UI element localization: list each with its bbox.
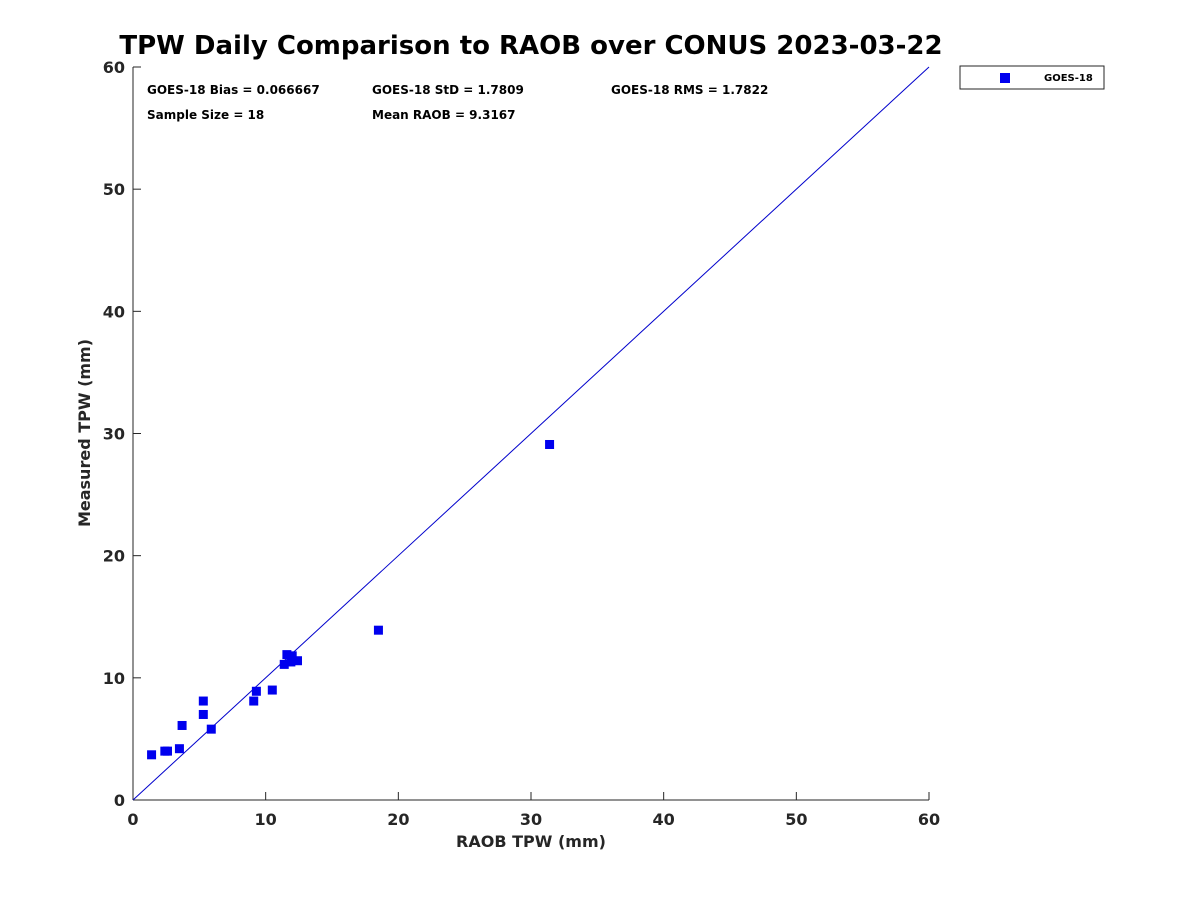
x-tick-label: 60: [918, 810, 940, 829]
data-point: [251, 686, 261, 696]
data-point: [279, 659, 289, 669]
chart-title: TPW Daily Comparison to RAOB over CONUS …: [119, 31, 942, 61]
legend-marker-square: [1000, 73, 1010, 83]
data-point: [373, 625, 383, 635]
legend-label: GOES-18: [1044, 73, 1093, 84]
data-point: [177, 720, 187, 730]
data-point: [147, 750, 157, 760]
data-points: [147, 439, 555, 760]
y-tick-label: 10: [103, 669, 125, 688]
data-point: [206, 724, 216, 734]
y-tick-label: 60: [103, 58, 125, 77]
data-point: [545, 439, 555, 449]
stat-bias: GOES-18 Bias = 0.066667: [147, 83, 320, 97]
reference-line-group: [132, 66, 930, 801]
data-point: [162, 746, 172, 756]
stat-mean-raob: Mean RAOB = 9.3167: [372, 108, 516, 122]
stat-rms: GOES-18 RMS = 1.7822: [611, 83, 768, 97]
legend: GOES-18: [959, 65, 1105, 90]
y-tick-label: 20: [103, 547, 125, 566]
y-tick-label: 30: [103, 425, 125, 444]
x-axis-label: RAOB TPW (mm): [456, 832, 606, 851]
data-point: [286, 657, 296, 667]
data-point: [198, 696, 208, 706]
x-tick-label: 0: [127, 810, 138, 829]
data-point: [282, 650, 292, 660]
data-point: [249, 696, 259, 706]
x-tick-label: 50: [785, 810, 807, 829]
one-to-one-reference-line: [132, 66, 930, 801]
y-tick-label: 50: [103, 180, 125, 199]
y-tick-label: 0: [114, 791, 125, 810]
data-point: [198, 709, 208, 719]
x-tick-label: 20: [387, 810, 409, 829]
x-tick-label: 40: [653, 810, 675, 829]
y-tick-label: 40: [103, 302, 125, 321]
data-point: [174, 744, 184, 754]
data-point: [287, 651, 297, 661]
stats-block: GOES-18 Bias = 0.066667 GOES-18 StD = 1.…: [147, 83, 768, 122]
axes: 0 10 20 30 40 50 60 0 10 20 30 40 50 60: [103, 58, 940, 829]
x-tick-label: 10: [255, 810, 277, 829]
stat-std: GOES-18 StD = 1.7809: [372, 83, 524, 97]
y-axis-label: Measured TPW (mm): [75, 339, 94, 527]
legend-box: [959, 65, 1105, 90]
x-tick-label: 30: [520, 810, 542, 829]
data-point: [293, 656, 303, 666]
stat-sample-size: Sample Size = 18: [147, 108, 264, 122]
data-point: [267, 685, 277, 695]
